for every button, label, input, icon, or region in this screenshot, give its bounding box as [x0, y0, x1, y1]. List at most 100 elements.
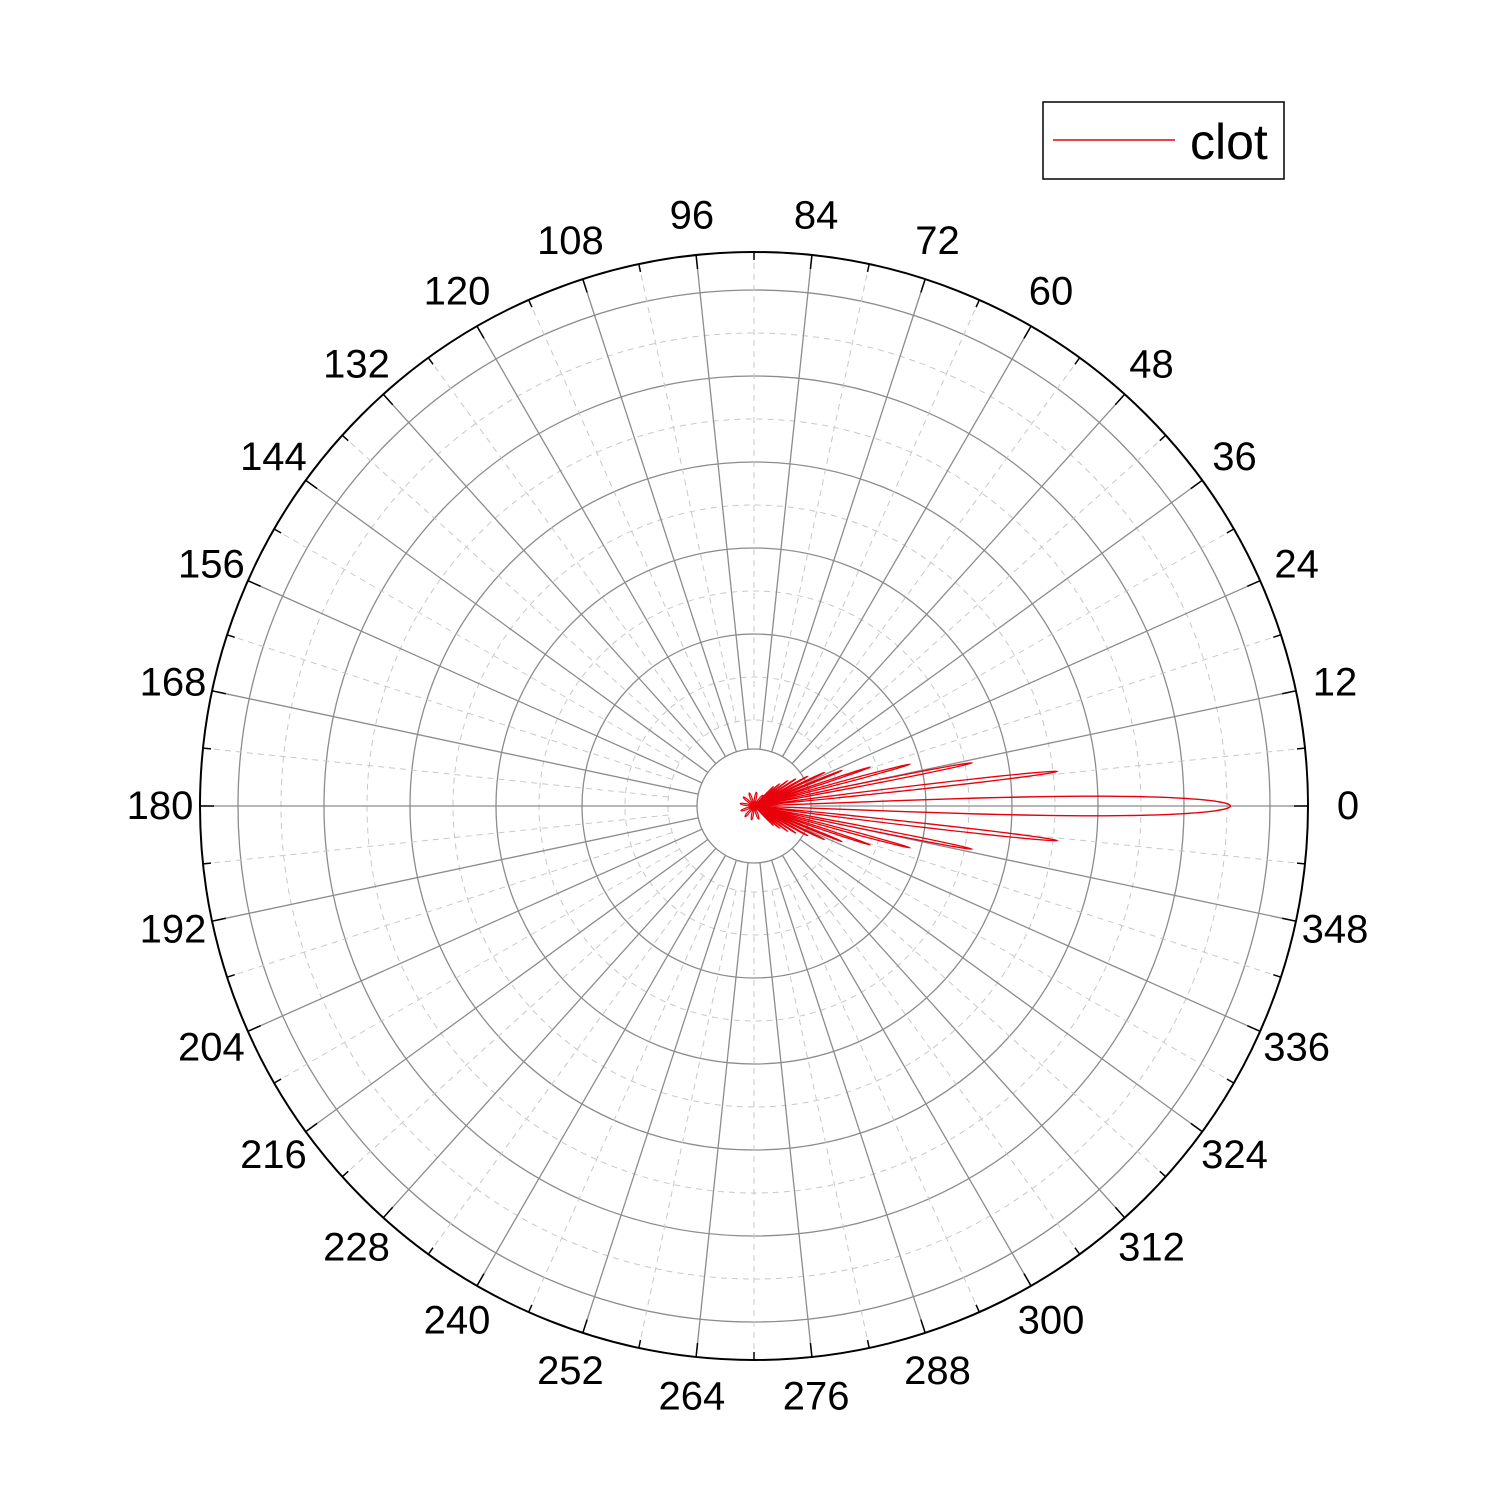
side-lobe: [753, 805, 974, 850]
side-lobe: [753, 775, 809, 807]
outer-tick: [1226, 528, 1235, 534]
small-lobe: [742, 796, 755, 807]
small-lobe: [748, 792, 755, 807]
angle-tick-label: 36: [1212, 435, 1257, 479]
grid-spoke-minor: [528, 299, 720, 728]
outer-tick: [247, 1024, 261, 1033]
grid-spoke-major: [770, 278, 926, 752]
grid-spoke-minor: [202, 814, 669, 865]
outer-tick: [1190, 1122, 1203, 1133]
grid-spoke-minor: [226, 634, 673, 780]
outer-tick: [382, 393, 394, 406]
grid-spoke-major: [781, 325, 1032, 757]
outer-tick: [638, 263, 642, 273]
outer-tick: [1226, 1078, 1235, 1084]
grid-spoke-major: [770, 860, 926, 1334]
grid-spoke-major: [582, 860, 738, 1334]
outer-tick: [305, 1122, 318, 1133]
outer-tick: [1190, 479, 1203, 490]
outer-tick: [1023, 325, 1032, 339]
grid-spoke-minor: [202, 747, 669, 798]
grid-spoke-minor: [771, 890, 870, 1348]
outer-tick: [582, 278, 588, 293]
grid-spoke-major: [805, 828, 1261, 1032]
side-lobe: [753, 770, 843, 807]
angle-tick-label: 288: [904, 1349, 971, 1393]
side-lobe: [753, 805, 912, 849]
grid-spoke-major: [805, 580, 1261, 784]
outer-tick: [1296, 747, 1306, 750]
angle-tick-label: 348: [1302, 907, 1369, 951]
outer-tick: [273, 1078, 282, 1084]
outer-tick: [920, 1319, 926, 1334]
outer-tick: [638, 1339, 642, 1349]
angle-tick-label: 144: [240, 435, 307, 479]
grid-spoke-minor: [771, 264, 870, 722]
grid-spoke-major: [305, 479, 709, 774]
angle-tick-label: 120: [424, 270, 491, 314]
angle-tick-label: 204: [178, 1026, 245, 1070]
outer-tick: [1247, 579, 1261, 588]
series-layer: [739, 762, 1232, 850]
angle-tick-label: 336: [1263, 1026, 1330, 1070]
outer-tick: [1282, 917, 1297, 922]
side-lobe: [753, 805, 781, 829]
grid-spoke-minor: [226, 832, 673, 978]
angle-tick-label: 216: [240, 1133, 307, 1177]
small-lobe: [753, 791, 758, 807]
outer-tick: [226, 634, 235, 638]
grid-spoke-minor: [341, 434, 691, 749]
angle-tick-label: 48: [1129, 343, 1174, 387]
grid-spoke-major: [695, 862, 749, 1358]
angle-tick-label: 252: [537, 1349, 604, 1393]
grid-spoke-major: [382, 847, 717, 1219]
outer-tick: [695, 254, 699, 270]
outer-tick: [273, 528, 282, 534]
outer-tick: [341, 1170, 349, 1178]
outer-tick: [211, 917, 226, 922]
outer-tick: [1296, 862, 1306, 865]
angle-tick-label: 324: [1201, 1133, 1268, 1177]
side-lobe: [753, 805, 826, 841]
grid-spoke-major: [781, 855, 1032, 1287]
grid-spoke-minor: [788, 299, 980, 728]
angle-tick-label: 264: [659, 1375, 726, 1419]
grid-spoke-major: [582, 278, 738, 752]
outer-tick: [211, 690, 226, 695]
outer-tick: [527, 1304, 533, 1313]
outer-tick: [1023, 1273, 1032, 1287]
grid-spoke-minor: [835, 832, 1282, 978]
side-lobe: [753, 766, 872, 807]
grid-spoke-major: [476, 325, 727, 757]
outer-tick: [1282, 690, 1297, 695]
outer-tick: [1273, 634, 1282, 638]
grid-spoke-major: [759, 254, 813, 750]
side-lobe: [753, 778, 797, 807]
grid-spoke-minor: [804, 875, 1081, 1255]
grid-spoke-major: [305, 838, 709, 1133]
outer-tick: [1114, 1206, 1126, 1219]
grid-spoke-minor: [427, 875, 704, 1255]
main-lobe: [753, 795, 1232, 817]
side-lobe: [753, 805, 797, 834]
polar-grid: [200, 252, 1308, 1360]
outer-tick: [809, 1342, 813, 1358]
outer-tick: [920, 278, 926, 293]
grid-spoke-major: [476, 855, 727, 1287]
small-lobe: [753, 794, 764, 807]
side-lobe: [753, 805, 789, 832]
grid-spoke-major: [247, 828, 703, 1032]
small-lobe: [740, 805, 755, 812]
outer-tick: [1159, 434, 1167, 442]
angle-tick-label: 192: [140, 907, 207, 951]
outer-tick: [582, 1319, 588, 1334]
outer-tick: [202, 747, 212, 750]
outer-tick: [1114, 393, 1126, 406]
grid-spoke-major: [791, 847, 1126, 1219]
outer-tick: [866, 263, 870, 273]
outer-tick: [341, 434, 349, 442]
outer-tick: [1273, 974, 1282, 978]
angle-tick-label: 96: [670, 193, 715, 237]
grid-spoke-major: [247, 580, 703, 784]
